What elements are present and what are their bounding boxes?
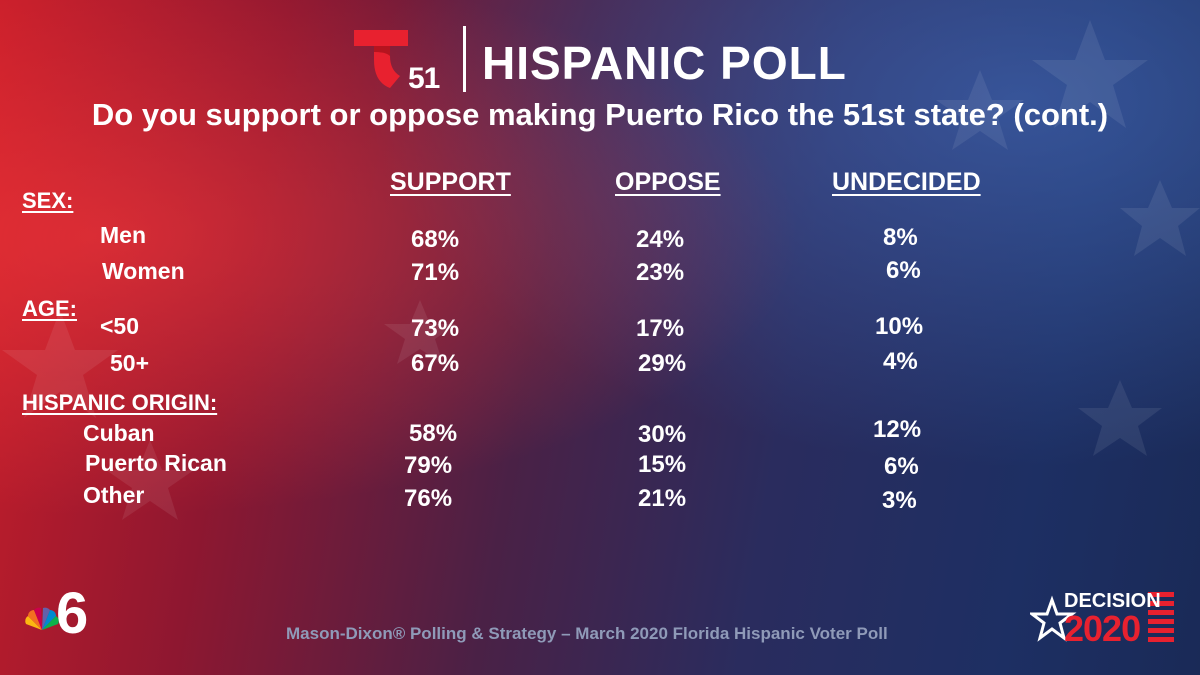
undecided-value: 10% (875, 313, 924, 340)
decision-label: DECISION (1064, 590, 1161, 612)
support-value: 73% (411, 315, 460, 342)
header: 51 HISPANIC POLL (0, 18, 1200, 98)
row-label: Cuban (83, 420, 155, 446)
station-number: 6 (56, 581, 89, 646)
decision-year: 2020 (1064, 608, 1141, 649)
page-title: HISPANIC POLL (482, 37, 847, 89)
row-label: <50 (100, 313, 140, 339)
decision-2020-logo: DECISION 2020 (1030, 588, 1180, 649)
support-value: 76% (404, 485, 453, 512)
oppose-value: 21% (638, 485, 687, 512)
undecided-value: 6% (884, 453, 919, 480)
logo-divider (463, 26, 466, 92)
oppose-value: 30% (638, 421, 687, 448)
row-label: Puerto Rican (85, 450, 227, 476)
row-label: 50+ (110, 350, 150, 376)
support-value: 67% (411, 350, 460, 377)
row-label: Other (83, 482, 145, 508)
group-label-sex: SEX: (22, 188, 74, 213)
oppose-value: 29% (638, 350, 687, 377)
oppose-value: 23% (636, 259, 685, 286)
group-label-age: AGE: (22, 296, 77, 321)
undecided-value: 6% (886, 257, 921, 284)
logo-number: 51 (408, 62, 440, 95)
support-value: 79% (404, 452, 453, 479)
group-label-origin: HISPANIC ORIGIN: (22, 390, 218, 415)
column-header-undecided: UNDECIDED (832, 168, 981, 196)
support-value: 71% (411, 259, 460, 286)
row-label: Men (100, 222, 146, 248)
row-label: Women (102, 258, 185, 284)
flag-star-icon (1030, 592, 1174, 642)
support-value: 68% (411, 226, 460, 253)
source-footer: Mason-Dixon® Polling & Strategy – March … (286, 624, 888, 643)
oppose-value: 24% (636, 226, 685, 253)
oppose-value: 15% (638, 451, 687, 478)
column-header-oppose: OPPOSE (615, 168, 721, 196)
undecided-value: 3% (882, 487, 917, 514)
undecided-value: 4% (883, 348, 918, 375)
column-header-support: SUPPORT (390, 168, 511, 196)
nbc6-logo: 6 (22, 581, 92, 646)
undecided-value: 8% (883, 224, 918, 251)
oppose-value: 17% (636, 315, 685, 342)
telemundo-logo-icon (354, 30, 408, 88)
poll-question: Do you support or oppose making Puerto R… (91, 97, 1109, 132)
peacock-icon (25, 607, 59, 630)
undecided-value: 12% (873, 416, 922, 443)
support-value: 58% (409, 420, 458, 447)
